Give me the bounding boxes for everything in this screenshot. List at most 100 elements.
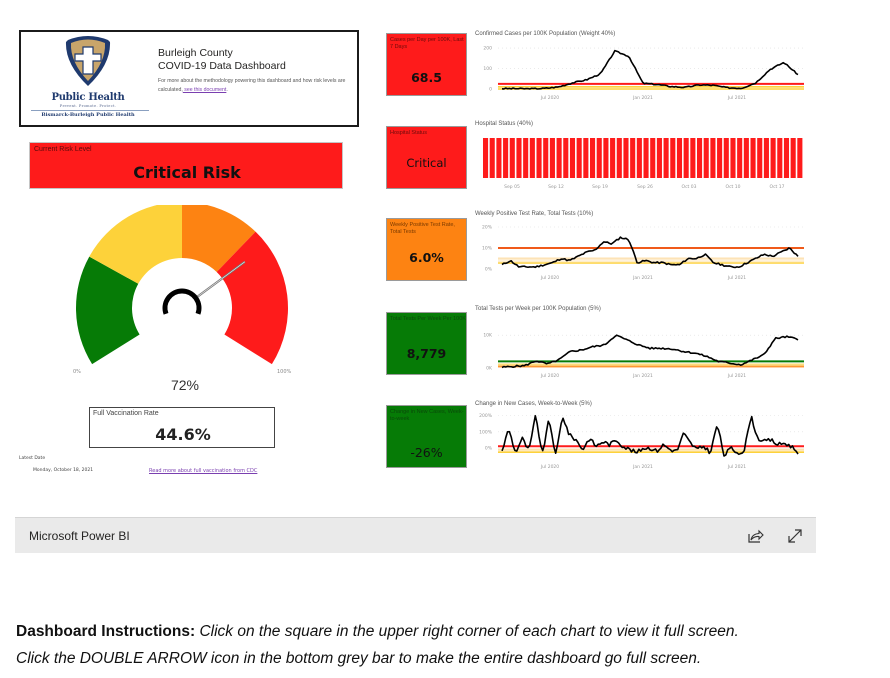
kpi-cases-per-day[interactable]: Cases per Day per 100K, Last 7 Days 68.5 bbox=[386, 33, 467, 96]
hospital-bar bbox=[656, 138, 662, 178]
hospital-bar bbox=[549, 138, 555, 178]
svg-text:10K: 10K bbox=[483, 333, 493, 339]
hospital-bar bbox=[529, 138, 535, 178]
hospital-bar bbox=[636, 138, 642, 178]
instructions-heading: Dashboard Instructions: bbox=[16, 623, 196, 640]
hospital-bar bbox=[737, 138, 743, 178]
hospital-bar bbox=[743, 138, 749, 178]
fullscreen-button[interactable] bbox=[785, 526, 805, 546]
kpi-label: Change in New Cases, Week-to-week bbox=[390, 409, 464, 422]
expand-icon bbox=[788, 529, 802, 543]
cdc-vaccination-link[interactable]: Read more about full vaccination from CD… bbox=[149, 468, 258, 474]
latest-date-label: Latest Date bbox=[19, 456, 46, 461]
hospital-bar bbox=[516, 138, 522, 178]
methodology-description: For more about the methodology powering … bbox=[158, 77, 358, 94]
gauge-segment-critical bbox=[216, 231, 288, 365]
svg-text:Jul 2021: Jul 2021 bbox=[727, 275, 746, 281]
hospital-bar bbox=[503, 138, 509, 178]
powerbi-footer-bar: Microsoft Power BI bbox=[15, 517, 816, 553]
data-line bbox=[501, 49, 799, 90]
vaccination-card: Full Vaccination Rate 44.6% bbox=[89, 407, 275, 448]
risk-gauge bbox=[70, 202, 295, 370]
svg-text:200: 200 bbox=[483, 46, 492, 52]
data-line bbox=[501, 236, 799, 269]
logo-tagline: Prevent. Promote. Protect. bbox=[59, 104, 117, 108]
gauge-min-label: 0% bbox=[73, 369, 81, 375]
hospital-bar bbox=[523, 138, 529, 178]
description-end: . bbox=[226, 86, 228, 93]
kpi-value: Critical bbox=[406, 156, 447, 170]
latest-date-value: Monday, October 18, 2021 bbox=[33, 468, 94, 473]
svg-text:Jul 2021: Jul 2021 bbox=[727, 373, 746, 379]
chart-title-total-tests: Total Tests per Week per 100K Population… bbox=[475, 306, 601, 312]
svg-text:Jul 2021: Jul 2021 bbox=[727, 464, 746, 470]
hospital-bar bbox=[583, 138, 589, 178]
kpi-change-new-cases[interactable]: Change in New Cases, Week-to-week -26% bbox=[386, 405, 467, 468]
hospital-bar bbox=[509, 138, 515, 178]
hospital-bar bbox=[496, 138, 502, 178]
svg-text:Jan 2021: Jan 2021 bbox=[632, 373, 653, 379]
methodology-link[interactable]: see this document bbox=[182, 86, 227, 93]
kpi-label: Cases per Day per 100K, Last 7 Days bbox=[390, 37, 464, 50]
change-cases-line-chart[interactable]: 0% 100% 200% Jul 2020 Jan 2021 Jul 2021 bbox=[470, 410, 810, 472]
data-line bbox=[501, 334, 799, 369]
title-line-1: Burleigh County bbox=[158, 47, 233, 59]
svg-text:Jul 2020: Jul 2020 bbox=[540, 275, 559, 281]
gauge-segment-high bbox=[182, 202, 256, 272]
hospital-bar bbox=[717, 138, 723, 178]
hospital-bar bbox=[603, 138, 609, 178]
gauge-segment-low bbox=[76, 256, 140, 365]
hospital-bar bbox=[797, 138, 803, 178]
svg-text:Jul 2020: Jul 2020 bbox=[540, 464, 559, 470]
kpi-value: 8,779 bbox=[406, 346, 447, 361]
hospital-bar bbox=[697, 138, 703, 178]
kpi-positive-test-rate[interactable]: Weekly Positive Test Rate, Total Tests 6… bbox=[386, 218, 467, 281]
logo-org: Bismarck-Burleigh Public Health bbox=[41, 112, 135, 118]
hospital-bar bbox=[489, 138, 495, 178]
dashboard-title: Burleigh County COVID-19 Data Dashboard bbox=[158, 47, 286, 73]
hospital-bar bbox=[777, 138, 783, 178]
chart-title-positive-rate: Weekly Positive Test Rate, Total Tests (… bbox=[475, 211, 594, 217]
risk-level-card: Current Risk Level Critical Risk bbox=[29, 142, 343, 189]
hospital-bar bbox=[643, 138, 649, 178]
hospital-bar bbox=[596, 138, 602, 178]
kpi-hospital-status[interactable]: Hospital Status Critical bbox=[386, 126, 467, 189]
svg-text:Sep 05: Sep 05 bbox=[504, 184, 520, 190]
hospital-bar bbox=[750, 138, 756, 178]
gauge-chart bbox=[76, 202, 288, 365]
hospital-bar-chart[interactable]: Sep 05 Sep 12 Sep 19 Sep 26 Oct 03 Oct 10 Oct … bbox=[470, 130, 810, 195]
description-text: For more about the methodology powering … bbox=[158, 78, 346, 93]
instructions-line-1: Dashboard Instructions: Click on the squ… bbox=[16, 618, 886, 645]
cases-line-chart[interactable]: 0 100 200 Jul 2020 Jan 2021 Jul 2021 bbox=[470, 40, 810, 102]
hospital-bar bbox=[690, 138, 696, 178]
instructions-text-1: Click on the square in the upper right c… bbox=[195, 623, 739, 640]
hospital-bar bbox=[483, 138, 489, 178]
hospital-bar bbox=[616, 138, 622, 178]
chart-title-cases: Confirmed Cases per 100K Population (Wei… bbox=[475, 31, 616, 37]
vaccination-label: Full Vaccination Rate bbox=[93, 410, 159, 417]
svg-text:Jul 2021: Jul 2021 bbox=[727, 95, 746, 101]
risk-level-label: Current Risk Level bbox=[34, 146, 92, 153]
hospital-bar bbox=[663, 138, 669, 178]
positive-rate-line-chart[interactable]: 0% 10% 20% Jul 2020 Jan 2021 Jul 2021 bbox=[470, 220, 810, 282]
kpi-value: 68.5 bbox=[411, 70, 442, 85]
kpi-value: 6.0% bbox=[409, 250, 444, 265]
kpi-label: Hospital Status bbox=[390, 130, 427, 136]
svg-text:Jan 2021: Jan 2021 bbox=[632, 464, 653, 470]
share-button[interactable] bbox=[745, 526, 765, 546]
kpi-value: -26% bbox=[410, 445, 443, 460]
hospital-bar bbox=[763, 138, 769, 178]
total-tests-line-chart[interactable]: 0K 10K Jul 2020 Jan 2021 Jul 2021 bbox=[470, 318, 810, 380]
hospital-bar bbox=[543, 138, 549, 178]
hospital-bar bbox=[723, 138, 729, 178]
gauge-max-label: 100% bbox=[277, 369, 292, 375]
hospital-bar bbox=[676, 138, 683, 178]
logo-divider bbox=[31, 110, 149, 111]
svg-text:Sep 26: Sep 26 bbox=[637, 184, 653, 190]
svg-text:Jul 2020: Jul 2020 bbox=[540, 373, 559, 379]
hospital-bar bbox=[610, 138, 616, 178]
title-line-2: COVID-19 Data Dashboard bbox=[158, 60, 286, 72]
kpi-total-tests[interactable]: Total Tests Per Week Per 100K 8,779 bbox=[386, 312, 467, 375]
instructions-text-2: Click the DOUBLE ARROW icon in the botto… bbox=[16, 650, 702, 667]
svg-text:Oct 03: Oct 03 bbox=[682, 184, 697, 190]
